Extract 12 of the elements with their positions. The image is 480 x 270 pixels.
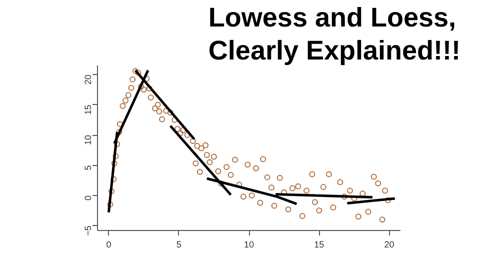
x-tick-label: 10	[244, 240, 254, 250]
y-tick-label: 5	[83, 165, 93, 170]
y-tick-label: −5	[83, 226, 93, 236]
x-tick-label: 15	[314, 240, 324, 250]
x-tick-label: 20	[384, 240, 394, 250]
y-tick-label: 10	[83, 135, 93, 146]
x-tick-label: 5	[176, 240, 182, 250]
chart-title: Lowess and Loess, Clearly Explained!!!	[208, 2, 461, 66]
y-tick-label: 20	[83, 74, 93, 85]
y-tick-label: 15	[83, 104, 93, 115]
y-tick-label: 0	[83, 195, 93, 200]
x-tick-label: 0	[106, 240, 112, 250]
